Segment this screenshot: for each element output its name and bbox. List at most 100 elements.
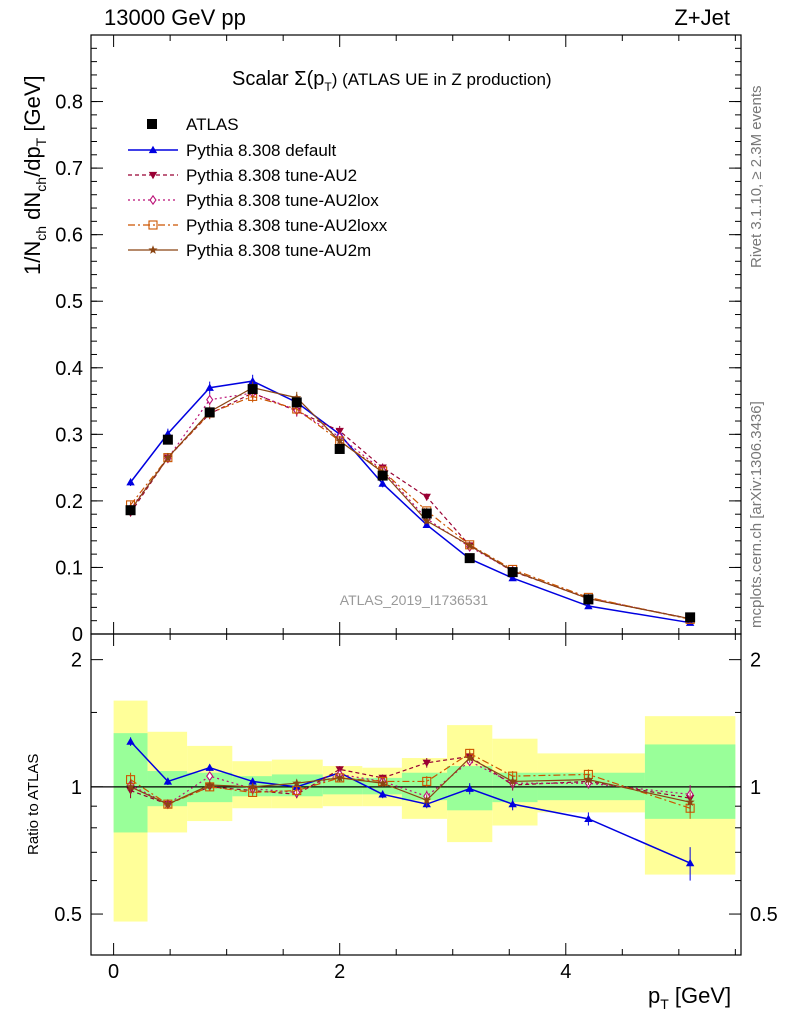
legend-label: Pythia 8.308 tune-AU2m [186,241,371,260]
ratio-y-tick-label: 0.5 [54,904,82,926]
data-point [507,567,518,578]
main-point [335,436,345,445]
data-point [291,397,302,408]
data-point [162,434,173,445]
legend-marker [148,220,158,230]
ratio-line-4 [130,757,691,805]
legend-label: Pythia 8.308 tune-AU2loxx [186,216,388,235]
side-label-top: Rivet 3.1.10, ≥ 2.3M events [748,85,765,269]
main-point [584,601,593,610]
ratio-point [163,777,173,785]
y-tick-label: 0 [72,624,83,646]
main-point [422,520,431,528]
main-series-group [125,374,696,626]
y-tick-label: 0.4 [55,358,83,380]
legend-label-data: ATLAS [186,115,239,134]
main-line-1 [130,392,691,620]
ratio-y-tick-label: 2 [750,650,761,672]
ratio-point [335,773,345,782]
data-point [125,505,136,516]
legend-label: Pythia 8.308 default [186,141,337,160]
ratio-y-tick-label: 1 [71,777,82,799]
ratio-y-tick-label: 1 [750,777,761,799]
data-point [464,553,475,564]
ratio-point [583,774,593,784]
main-point [126,478,135,486]
ratio-line-1 [130,755,691,805]
main-point [335,427,344,436]
y-tick-label: 0.7 [55,158,83,180]
ratio-point [584,814,593,822]
x-tick-label: 2 [334,961,345,983]
y-tick-label: 0.5 [55,291,83,313]
ratio-point [508,776,518,786]
ratio-point [422,795,432,805]
ratio-y-tick-label: 2 [71,650,82,672]
ratio-point [205,763,214,771]
ratio-point [422,776,432,786]
y-tick-label: 0.8 [55,92,83,114]
y-tick-label: 0.6 [55,225,83,247]
legend-marker [148,145,158,154]
ratio-point [465,784,474,792]
legend-marker-data [147,119,157,129]
main-line-3 [130,395,691,620]
y-tick-label: 0.1 [55,557,83,579]
ratio-band-inner [322,777,363,795]
legend-marker [148,171,158,180]
ratio-point [465,753,475,762]
ratio-bands [113,700,736,922]
y-tick-label: 0.3 [55,424,83,446]
data-point [377,470,388,481]
ratio-series-group [126,737,695,881]
main-point [422,493,431,502]
main-point [378,479,387,487]
x-tick-label: 0 [108,961,119,983]
ratio-point [163,799,173,808]
chart-title: Scalar Σ(pT) (ATLAS UE in Z production) [232,68,552,94]
main-point [205,383,214,391]
legend [128,119,178,254]
y-tick-label: 0.2 [55,491,83,513]
legend-marker [148,245,158,254]
x-axis-label: pT [GeV] [648,983,731,1012]
ratio-point [685,797,695,806]
main-line-2 [130,392,691,620]
y-axis-label: 1/Nch dNch/dpT [GeV] [20,75,49,275]
main-point [248,376,257,385]
main-line-4 [130,387,691,620]
main-point [292,392,302,402]
main-point [163,452,173,462]
ratio-line-3 [130,752,691,809]
header-left: 13000 GeV pp [104,5,246,30]
data-point [685,612,696,623]
ratio-point [248,777,257,785]
analysis-watermark: ATLAS_2019_I1736531 [340,592,489,608]
ratio-point [508,799,517,808]
main-point [206,394,214,405]
ratio-point [685,858,695,867]
x-tick-label: 4 [560,961,571,983]
main-point [422,516,432,525]
ratio-y-tick-label: 0.5 [750,904,778,926]
ratio-frame [90,633,742,956]
main-point [465,540,475,550]
ratio-line-0 [130,741,691,864]
legend-label: Pythia 8.308 tune-AU2lox [186,191,379,210]
header-right: Z+Jet [674,5,730,30]
ratio-point [126,782,136,791]
data-point [421,508,432,519]
data-point [247,384,258,395]
ratio-y-axis-label: Ratio to ATLAS [25,754,42,855]
side-label-bottom: mcplots.cern.ch [arXiv:1306.3436] [748,401,765,628]
ratio-point [292,778,302,788]
ratio-point [126,737,135,745]
data-point [583,594,594,605]
ratio-point [422,759,431,768]
ratio-point [205,780,215,789]
main-line-0 [129,380,691,624]
legend-marker [149,194,157,206]
legend-label: Pythia 8.308 tune-AU2 [186,166,357,185]
main-point [508,573,517,582]
